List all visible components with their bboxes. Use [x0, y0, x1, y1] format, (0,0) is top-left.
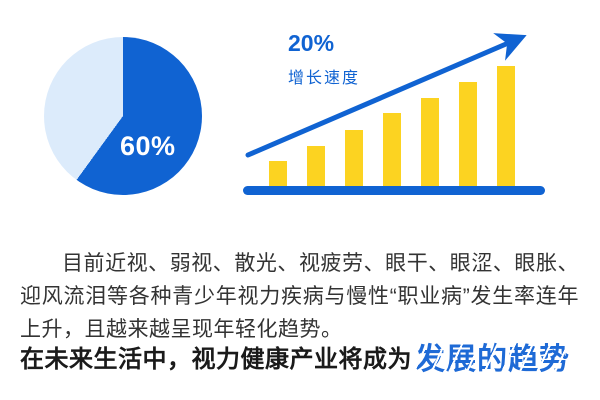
headline: 在未来生活中，视力健康产业将成为 发展的趋势 — [20, 334, 570, 378]
growth-rate-caption: 增长速度 — [288, 70, 361, 87]
body-paragraph: 目前近视、弱视、散光、视疲劳、眼干、眼涩、眼胀、迎风流泪等各种青少年视力疾病与慢… — [20, 252, 579, 341]
bar — [459, 82, 477, 186]
chart-baseline — [243, 186, 545, 195]
trend-arrow-icon — [245, 33, 527, 158]
bar — [497, 66, 515, 186]
bar — [421, 98, 439, 186]
growth-bar-chart: 20% 增长速度 — [240, 18, 570, 203]
growth-rate-label: 20% — [288, 30, 335, 56]
bar — [383, 113, 401, 186]
pie-chart: 60% — [44, 37, 202, 195]
pie-share-label: 60% — [120, 131, 176, 161]
headline-highlight: 发展的趋势 — [415, 334, 570, 378]
bar — [345, 130, 363, 186]
bar — [269, 161, 287, 186]
bar — [307, 146, 325, 186]
headline-prefix: 在未来生活中，视力健康产业将成为 — [20, 345, 412, 373]
bar-group — [269, 66, 515, 186]
